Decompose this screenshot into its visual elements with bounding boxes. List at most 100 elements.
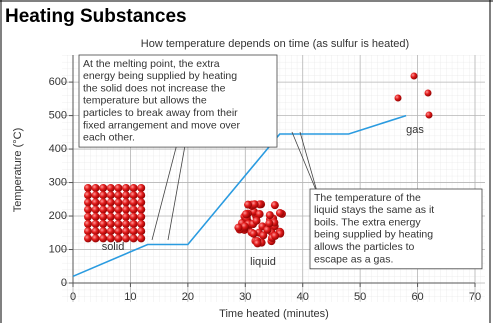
- chart-title: How temperature depends on time (as sulf…: [141, 38, 409, 50]
- x-tick-label: 60: [411, 291, 423, 303]
- particle: [84, 198, 92, 206]
- particle: [234, 224, 242, 232]
- particle: [84, 227, 92, 235]
- particle: [84, 191, 92, 199]
- phase-label: liquid: [250, 256, 276, 268]
- particle: [122, 227, 130, 235]
- particle: [114, 227, 122, 235]
- particle: [265, 219, 273, 227]
- particle: [92, 213, 100, 221]
- phase-label: solid: [102, 241, 125, 253]
- particle: [84, 213, 92, 221]
- note-text: boils. The extra energy: [314, 216, 421, 228]
- particle: [92, 227, 100, 235]
- particle: [107, 227, 115, 235]
- particle: [137, 234, 145, 242]
- particle: [244, 201, 252, 209]
- particle: [107, 191, 115, 199]
- particle: [252, 217, 260, 225]
- particle: [92, 220, 100, 228]
- y-axis-label: Temperature (°C): [12, 128, 24, 212]
- x-tick-label: 50: [354, 291, 366, 303]
- particle: [114, 206, 122, 214]
- phase-label: gas: [406, 124, 424, 136]
- x-tick-label: 70: [469, 291, 481, 303]
- particle: [137, 198, 145, 206]
- note-text: fixed arrangement and move over: [83, 119, 241, 131]
- particle: [107, 213, 115, 221]
- x-tick-label: 20: [182, 291, 194, 303]
- note-text: energy being supplied by heating: [83, 70, 237, 82]
- particle: [137, 213, 145, 221]
- particle: [114, 220, 122, 228]
- note-text: each other.: [83, 132, 135, 144]
- particle: [92, 234, 100, 242]
- particle: [99, 213, 107, 221]
- particle: [122, 184, 130, 192]
- particle: [137, 184, 145, 192]
- y-tick-label: 0: [61, 277, 67, 289]
- particle: [130, 206, 138, 214]
- particle: [99, 227, 107, 235]
- note-text: At the melting point, the extra: [83, 58, 220, 70]
- y-tick-label: 200: [49, 210, 67, 222]
- particle: [114, 184, 122, 192]
- particle: [107, 220, 115, 228]
- particle: [130, 227, 138, 235]
- particle: [122, 220, 130, 228]
- particle: [425, 90, 432, 97]
- particle: [122, 213, 130, 221]
- note-text: temperature but allows the: [83, 95, 207, 107]
- x-tick-label: 0: [70, 291, 76, 303]
- page: Heating Substances How temperature depen…: [0, 0, 493, 323]
- particle: [122, 198, 130, 206]
- note-text: the solid does not increase the: [83, 82, 226, 94]
- particle: [99, 191, 107, 199]
- x-tick-label: 30: [239, 291, 251, 303]
- particle: [92, 191, 100, 199]
- note-text: particles to break away from their: [83, 107, 238, 119]
- particle: [122, 206, 130, 214]
- particle: [130, 184, 138, 192]
- particle: [242, 210, 250, 218]
- page-title: Heating Substances: [5, 6, 187, 27]
- note-text: allows the particles to: [314, 241, 415, 253]
- particle: [107, 184, 115, 192]
- particle: [130, 191, 138, 199]
- particle: [130, 220, 138, 228]
- note-text: The temperature of the: [314, 192, 421, 204]
- particle: [137, 227, 145, 235]
- particle: [84, 220, 92, 228]
- particle: [411, 73, 418, 80]
- y-tick-label: 600: [49, 76, 67, 88]
- note-text: liquid stays the same as it: [314, 204, 434, 216]
- particle: [276, 209, 284, 217]
- note-text: being supplied by heating: [314, 229, 433, 241]
- particle: [130, 198, 138, 206]
- particle: [99, 206, 107, 214]
- particle: [92, 198, 100, 206]
- note-text: escape as a gas.: [314, 253, 393, 265]
- particle: [84, 184, 92, 192]
- particle: [114, 191, 122, 199]
- particle: [137, 191, 145, 199]
- y-tick-label: 300: [49, 176, 67, 188]
- particle: [114, 213, 122, 221]
- particle: [84, 234, 92, 242]
- particle: [271, 201, 279, 209]
- x-tick-label: 40: [297, 291, 309, 303]
- particle: [137, 206, 145, 214]
- particle: [254, 239, 262, 247]
- particle: [84, 206, 92, 214]
- particle: [107, 198, 115, 206]
- particle: [99, 184, 107, 192]
- particle: [250, 230, 258, 238]
- particle: [107, 206, 115, 214]
- particle: [122, 191, 130, 199]
- particle: [130, 213, 138, 221]
- particle: [395, 95, 402, 102]
- particle: [92, 206, 100, 214]
- y-tick-label: 500: [49, 109, 67, 121]
- particle: [99, 198, 107, 206]
- particle: [256, 210, 264, 218]
